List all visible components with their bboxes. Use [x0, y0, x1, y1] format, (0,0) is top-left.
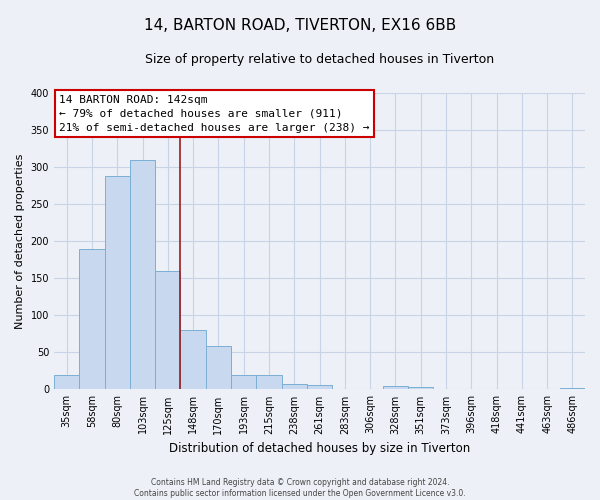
Bar: [130, 160, 155, 390]
Bar: [155, 271, 181, 390]
X-axis label: Distribution of detached houses by size in Tiverton: Distribution of detached houses by size …: [169, 442, 470, 455]
Y-axis label: Number of detached properties: Number of detached properties: [15, 154, 25, 329]
Title: Size of property relative to detached houses in Tiverton: Size of property relative to detached ho…: [145, 52, 494, 66]
Bar: [560, 388, 585, 390]
Bar: [206, 346, 231, 390]
Text: 14, BARTON ROAD, TIVERTON, EX16 6BB: 14, BARTON ROAD, TIVERTON, EX16 6BB: [144, 18, 456, 32]
Bar: [408, 387, 433, 390]
Bar: [383, 386, 408, 390]
Bar: [181, 330, 206, 390]
Bar: [79, 248, 104, 390]
Bar: [104, 176, 130, 390]
Bar: [307, 385, 332, 390]
Text: Contains HM Land Registry data © Crown copyright and database right 2024.
Contai: Contains HM Land Registry data © Crown c…: [134, 478, 466, 498]
Bar: [281, 384, 307, 390]
Bar: [54, 374, 79, 390]
Bar: [256, 374, 281, 390]
Text: 14 BARTON ROAD: 142sqm
← 79% of detached houses are smaller (911)
21% of semi-de: 14 BARTON ROAD: 142sqm ← 79% of detached…: [59, 94, 370, 132]
Bar: [231, 374, 256, 390]
